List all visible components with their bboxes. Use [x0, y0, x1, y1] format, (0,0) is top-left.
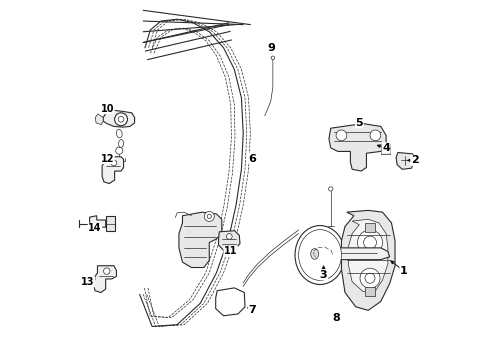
Circle shape [370, 130, 381, 141]
Circle shape [111, 160, 117, 166]
Polygon shape [396, 153, 414, 169]
Ellipse shape [116, 129, 122, 138]
Text: 5: 5 [356, 118, 363, 128]
Text: 9: 9 [268, 43, 276, 53]
Polygon shape [329, 123, 386, 171]
Polygon shape [106, 216, 115, 231]
Ellipse shape [298, 230, 342, 280]
Polygon shape [102, 157, 123, 184]
Polygon shape [94, 266, 117, 293]
Circle shape [364, 236, 376, 249]
Circle shape [116, 147, 123, 154]
Circle shape [358, 230, 383, 255]
Polygon shape [381, 144, 390, 154]
Polygon shape [90, 216, 106, 231]
Circle shape [329, 187, 333, 191]
Circle shape [103, 268, 110, 274]
Text: 1: 1 [400, 266, 408, 276]
Circle shape [204, 211, 214, 221]
Text: 14: 14 [88, 223, 102, 233]
Polygon shape [216, 288, 245, 316]
Text: 3: 3 [320, 270, 327, 280]
Circle shape [226, 234, 232, 239]
Polygon shape [348, 219, 388, 294]
Circle shape [271, 56, 275, 60]
Text: 4: 4 [382, 143, 390, 153]
Text: 10: 10 [101, 104, 114, 113]
Text: 13: 13 [81, 277, 95, 287]
Polygon shape [309, 248, 390, 260]
Circle shape [207, 214, 211, 219]
Circle shape [336, 130, 347, 141]
Polygon shape [219, 231, 240, 251]
Text: 11: 11 [224, 247, 238, 256]
Ellipse shape [295, 226, 345, 284]
Polygon shape [342, 210, 395, 310]
Text: 6: 6 [248, 154, 256, 163]
Circle shape [118, 116, 124, 122]
Ellipse shape [119, 140, 123, 148]
Text: 8: 8 [332, 312, 340, 323]
Text: 7: 7 [248, 305, 256, 315]
Circle shape [360, 268, 380, 288]
Ellipse shape [311, 249, 319, 259]
Polygon shape [103, 111, 135, 127]
Polygon shape [365, 287, 375, 296]
Circle shape [365, 273, 375, 283]
Circle shape [115, 113, 127, 126]
Polygon shape [96, 114, 103, 125]
Text: 2: 2 [411, 156, 418, 165]
Polygon shape [179, 212, 222, 267]
Polygon shape [315, 257, 336, 278]
Polygon shape [365, 223, 375, 232]
Text: 12: 12 [101, 154, 114, 163]
